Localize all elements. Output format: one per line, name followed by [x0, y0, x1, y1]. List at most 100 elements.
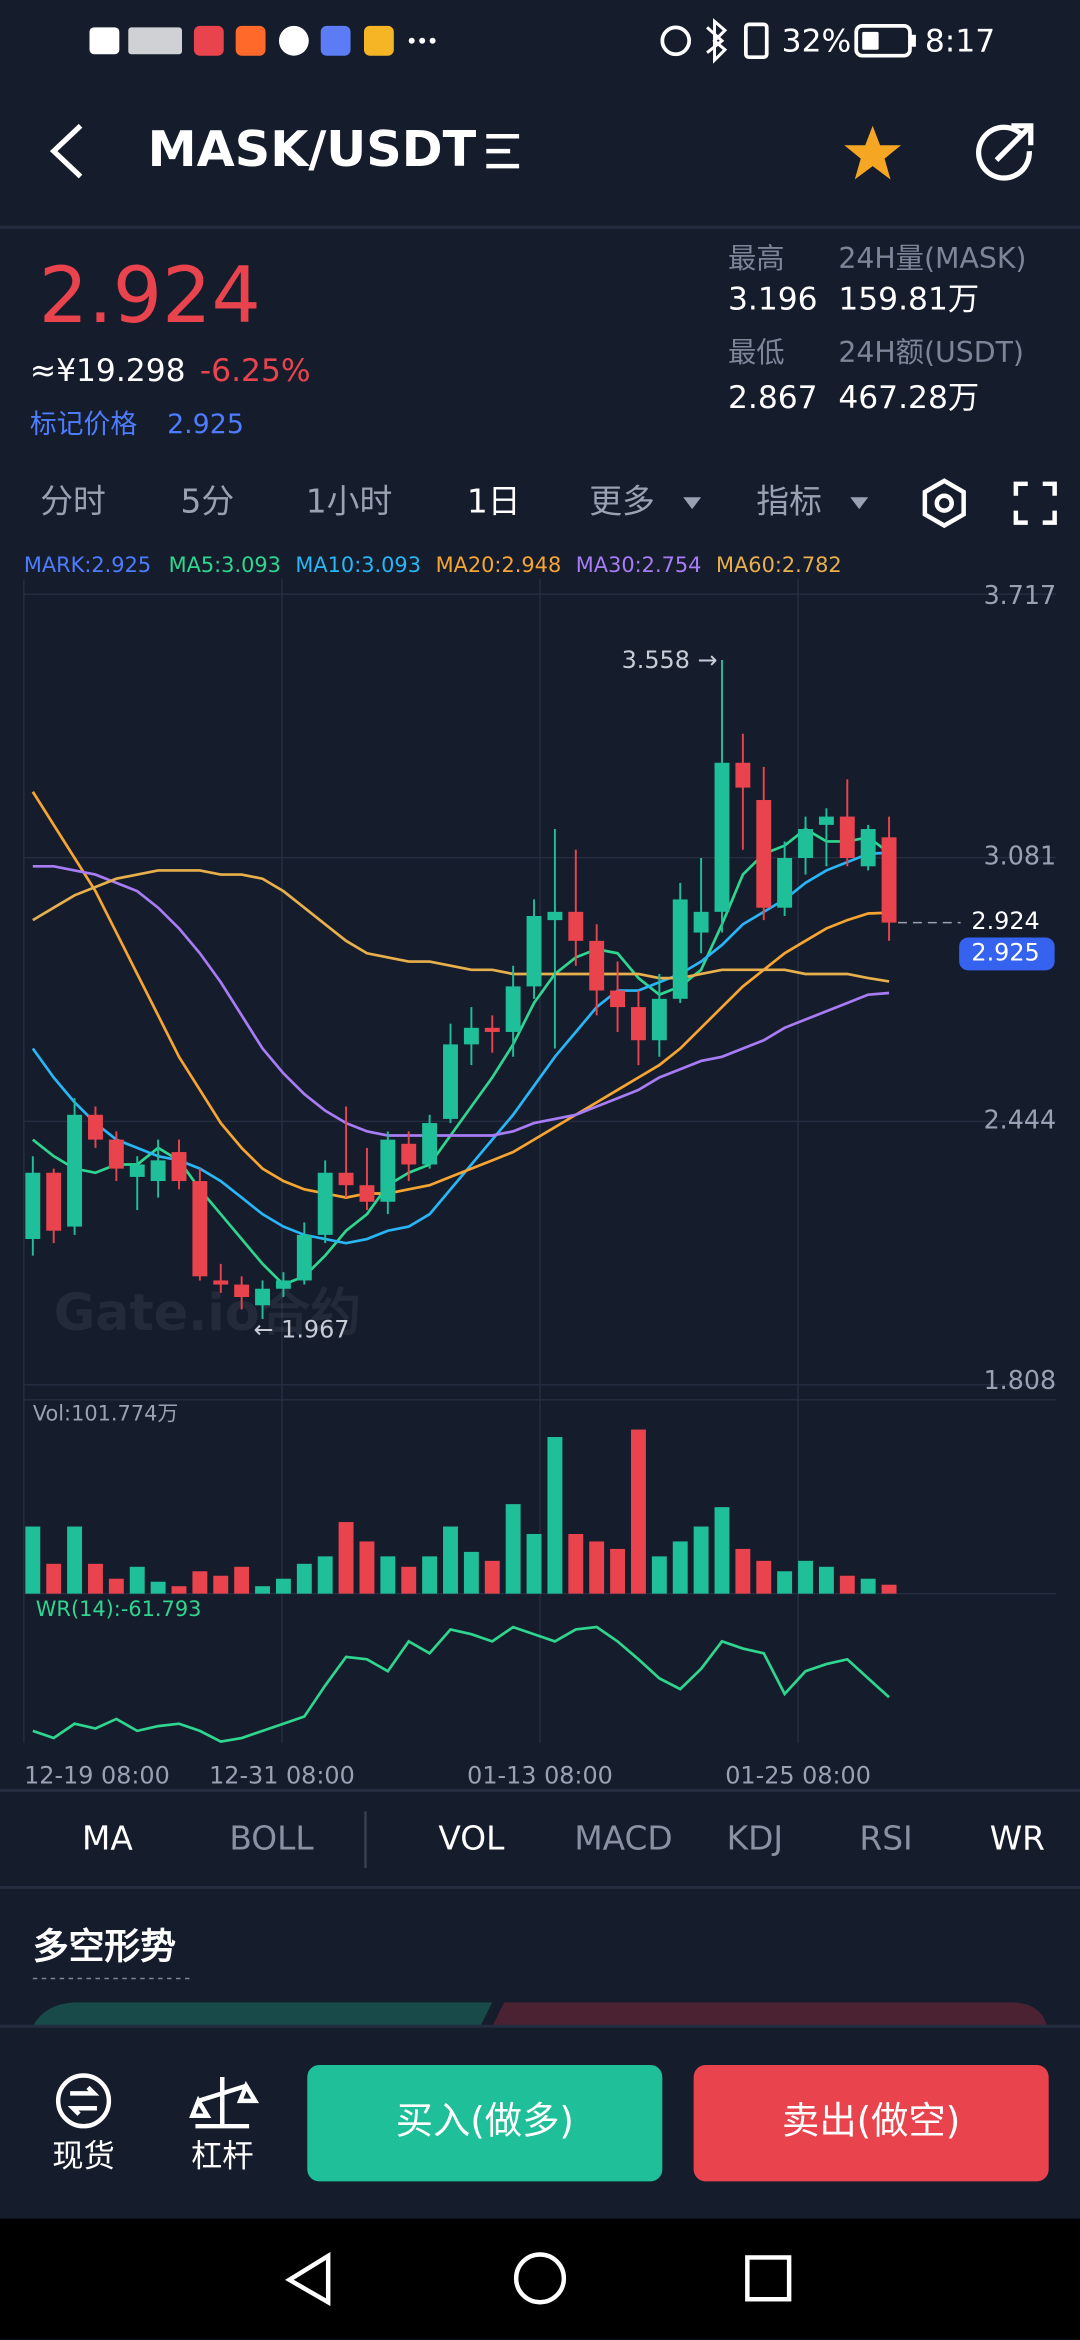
x-tick-label: 12-31 08:00: [209, 1762, 355, 1790]
volume-bar: [484, 1560, 500, 1594]
indicator-tab[interactable]: VOL: [438, 1819, 505, 1857]
mark-price-tag-bg: [959, 937, 1055, 971]
volume-bar: [526, 1533, 542, 1594]
x-tick-label: 01-13 08:00: [467, 1762, 613, 1790]
volume-bar: [839, 1575, 855, 1594]
candle-body: [88, 1114, 103, 1140]
wr-label: WR(14):-61.793: [36, 1597, 202, 1621]
candle-body: [777, 858, 793, 908]
sell-label[interactable]: 卖出(做空): [782, 2099, 960, 2143]
candle-body: [108, 1139, 124, 1169]
volume-bar: [317, 1556, 333, 1594]
cny-price: ≈¥19.298: [30, 353, 186, 389]
spot-icon[interactable]: [55, 2073, 112, 2129]
change: -6.25%: [200, 353, 311, 389]
dropdown-arrow: [683, 497, 702, 510]
indicator-tab[interactable]: BOLL: [229, 1819, 314, 1857]
spot-label[interactable]: 现货: [52, 2139, 115, 2175]
indicator-tab[interactable]: WR: [990, 1819, 1045, 1857]
volume-bar: [777, 1571, 793, 1594]
volume-bar: [881, 1584, 897, 1594]
y-tick-label: 3.081: [984, 841, 1057, 871]
volume-bar: [463, 1551, 479, 1594]
volume-bar: [568, 1533, 584, 1594]
candle-body: [547, 911, 563, 921]
pair-title[interactable]: MASK/USDT: [148, 120, 477, 178]
buy-button[interactable]: [307, 2065, 663, 2182]
wr-line: [32, 1625, 890, 1744]
indicator-tab[interactable]: MACD: [574, 1819, 672, 1857]
candle-body: [338, 1172, 354, 1186]
margin-icon[interactable]: [189, 2076, 260, 2129]
low: 2.867: [728, 380, 818, 416]
volume-bar: [735, 1548, 751, 1594]
share-icon[interactable]: [976, 123, 1034, 181]
volume-bar: [401, 1566, 417, 1594]
volume-bar: [589, 1541, 605, 1594]
interval-tab[interactable]: 5分: [180, 483, 234, 521]
candle-body: [798, 829, 813, 859]
legend-entry: MA30:2.754: [576, 553, 702, 577]
volume-bar: [192, 1571, 208, 1594]
section-title: 多空形势: [33, 1927, 176, 1968]
ma-line: [32, 869, 890, 983]
interval-tab[interactable]: 更多: [589, 483, 655, 521]
y-tick-label: 2.444: [984, 1104, 1057, 1134]
sell-button[interactable]: [693, 2065, 1049, 2182]
candle-body: [484, 1027, 500, 1032]
candle-body: [818, 816, 834, 825]
candle-body: [213, 1280, 229, 1285]
candle-body: [651, 998, 667, 1041]
volume-bar: [88, 1563, 103, 1594]
candle-body: [275, 1280, 291, 1289]
interval-tab[interactable]: 1日: [467, 483, 521, 521]
buy-label[interactable]: 买入(做多): [396, 2099, 574, 2143]
settings-icon[interactable]: [922, 478, 966, 529]
candle-body: [25, 1172, 41, 1240]
ma-line: [31, 791, 890, 1199]
favorite-star[interactable]: [844, 125, 901, 180]
legend-entry: MA20:2.948: [436, 553, 562, 577]
volume-bar: [693, 1526, 709, 1594]
last-price: 2.924: [39, 251, 261, 341]
candle-body: [192, 1181, 208, 1277]
candle-body: [380, 1139, 396, 1202]
candle-body: [46, 1172, 62, 1231]
candle-body: [756, 800, 772, 908]
candle-body: [359, 1185, 375, 1202]
volume-bar: [860, 1578, 876, 1594]
candle-body: [505, 986, 521, 1032]
volume-bar: [443, 1526, 458, 1594]
nav-back[interactable]: [285, 2251, 331, 2307]
volume-bar: [108, 1578, 124, 1594]
clock: 8:17: [925, 23, 995, 59]
candle-body: [610, 990, 626, 1008]
candle-body: [714, 762, 730, 912]
volume-bar: [672, 1541, 688, 1594]
interval-tab[interactable]: 1小时: [306, 483, 392, 521]
margin-label[interactable]: 杠杆: [191, 2139, 254, 2175]
candle-body: [589, 940, 605, 991]
candle-body: [67, 1114, 83, 1227]
x-tick-label: 12-19 08:00: [24, 1762, 170, 1790]
interval-tab[interactable]: 分时: [40, 483, 106, 521]
nav-recent[interactable]: [745, 2255, 792, 2302]
candle-body: [255, 1288, 270, 1306]
volume-bar: [505, 1504, 521, 1594]
nav-home[interactable]: [513, 2252, 567, 2305]
pair-switch-icon[interactable]: [486, 134, 520, 169]
volume-bar: [25, 1526, 41, 1594]
candle-body: [296, 1234, 312, 1281]
low-label: 最低: [728, 336, 785, 369]
indicator-tab[interactable]: MA: [82, 1819, 133, 1857]
volume-bar: [275, 1578, 291, 1594]
indicator-tab[interactable]: RSI: [859, 1819, 912, 1857]
back-button[interactable]: [49, 123, 83, 179]
interval-tab[interactable]: 指标: [756, 483, 822, 521]
low-note: ← 1.967: [254, 1315, 350, 1343]
indicator-tab[interactable]: KDJ: [727, 1819, 783, 1857]
volume-bar: [234, 1566, 250, 1594]
fullscreen-icon[interactable]: [1013, 481, 1057, 525]
volume-bar: [380, 1556, 396, 1594]
volume-bar: [798, 1560, 813, 1594]
